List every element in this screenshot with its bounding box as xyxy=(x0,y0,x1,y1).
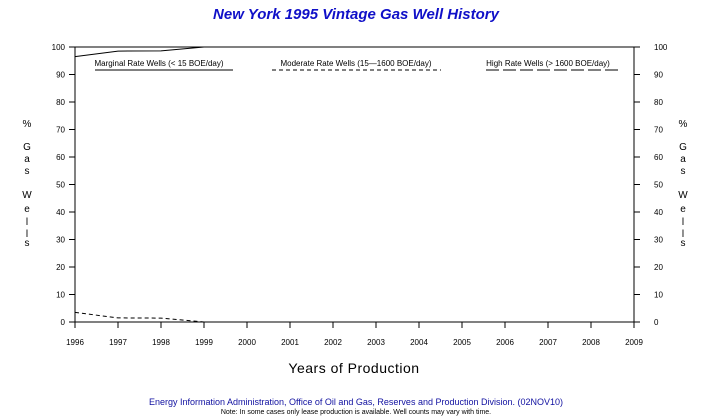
footer-source: Energy Information Administration, Offic… xyxy=(149,397,563,407)
y-tick-label-left-100: 100 xyxy=(52,43,66,52)
x-tick-label-2004: 2004 xyxy=(410,338,428,347)
ylabel-right-char: W xyxy=(678,190,688,201)
y-tick-label-left-0: 0 xyxy=(61,318,66,327)
series-line-1 xyxy=(74,46,634,58)
x-tick-label-1998: 1998 xyxy=(152,338,170,347)
ylabel-right-char: % xyxy=(679,119,688,130)
footer-note: Note: In some cases only lease productio… xyxy=(221,409,491,416)
ylabel-right-char: a xyxy=(680,154,686,165)
x-axis: 1996 1997 1998 1999 2000 2001 2002 2003 2004 2005… xyxy=(66,322,643,347)
y-tick-label-left-50: 50 xyxy=(56,181,65,190)
chart-title: New York 1995 Vintage Gas Well History xyxy=(213,6,500,23)
ylabel-left-char: s xyxy=(25,166,30,177)
series-group xyxy=(74,46,634,323)
x-tick-label-2008: 2008 xyxy=(582,338,600,347)
ylabel-right-char: G xyxy=(679,142,687,153)
y-tick-label-left-90: 90 xyxy=(56,71,65,80)
y-tick-label-right-90: 90 xyxy=(654,71,663,80)
ylabel-left-char: e xyxy=(24,204,30,215)
y-tick-label-left-80: 80 xyxy=(56,98,65,107)
y-axis-left: 0 10 20 30 40 50 60 70 80 90 100 xyxy=(52,43,75,327)
y-tick-label-left-30: 30 xyxy=(56,236,65,245)
y-tick-label-right-10: 10 xyxy=(654,291,663,300)
x-tick-label-2001: 2001 xyxy=(281,338,299,347)
x-tick-label-2007: 2007 xyxy=(539,338,557,347)
y-tick-label-right-20: 20 xyxy=(654,263,663,272)
ylabel-left-char: l xyxy=(26,217,28,228)
legend-label-3: High Rate Wells (> 1600 BOE/day) xyxy=(486,59,610,68)
series-line-2 xyxy=(74,311,634,323)
y-tick-label-right-40: 40 xyxy=(654,208,663,217)
ylabel-left-char: a xyxy=(24,154,30,165)
y-tick-label-right-50: 50 xyxy=(654,181,663,190)
x-tick-label-2006: 2006 xyxy=(496,338,514,347)
x-tick-label-1996: 1996 xyxy=(66,338,84,347)
x-axis-label: Years of Production xyxy=(288,360,419,376)
x-tick-label-2002: 2002 xyxy=(324,338,342,347)
ylabel-right-char: l xyxy=(682,217,684,228)
y-tick-label-left-20: 20 xyxy=(56,263,65,272)
legend-label-1: Marginal Rate Wells (< 15 BOE/day) xyxy=(94,59,223,68)
ylabel-right-char: s xyxy=(681,166,686,177)
y-tick-label-right-30: 30 xyxy=(654,236,663,245)
y-tick-label-right-0: 0 xyxy=(654,318,659,327)
x-tick-label-1997: 1997 xyxy=(109,338,127,347)
y-tick-label-right-100: 100 xyxy=(654,43,668,52)
y-tick-label-right-70: 70 xyxy=(654,126,663,135)
x-tick-label-2005: 2005 xyxy=(453,338,471,347)
x-tick-label-2009: 2009 xyxy=(625,338,643,347)
x-tick-label-1999: 1999 xyxy=(195,338,213,347)
y-tick-label-left-70: 70 xyxy=(56,126,65,135)
ylabel-left-char: l xyxy=(26,229,28,240)
y-tick-label-right-80: 80 xyxy=(654,98,663,107)
ylabel-left-char: s xyxy=(25,238,30,249)
ylabel-right-char: e xyxy=(680,204,686,215)
y-tick-label-left-40: 40 xyxy=(56,208,65,217)
ylabel-left-char: W xyxy=(22,190,32,201)
ylabel-left-char: G xyxy=(23,142,31,153)
y-tick-label-left-60: 60 xyxy=(56,153,65,162)
ylabel-right-char: l xyxy=(682,229,684,240)
y-tick-label-right-60: 60 xyxy=(654,153,663,162)
y-axis-right: 0 10 20 30 40 50 60 70 80 90 100 xyxy=(634,43,668,327)
plot-frame xyxy=(74,46,635,323)
x-tick-label-2003: 2003 xyxy=(367,338,385,347)
x-tick-label-2000: 2000 xyxy=(238,338,256,347)
ylabel-right-char: s xyxy=(681,238,686,249)
legend: Marginal Rate Wells (< 15 BOE/day) Modera… xyxy=(94,59,618,71)
ylabel-left-char: % xyxy=(23,119,32,130)
legend-label-2: Moderate Rate Wells (15—1600 BOE/day) xyxy=(280,59,431,68)
y-tick-label-left-10: 10 xyxy=(56,291,65,300)
